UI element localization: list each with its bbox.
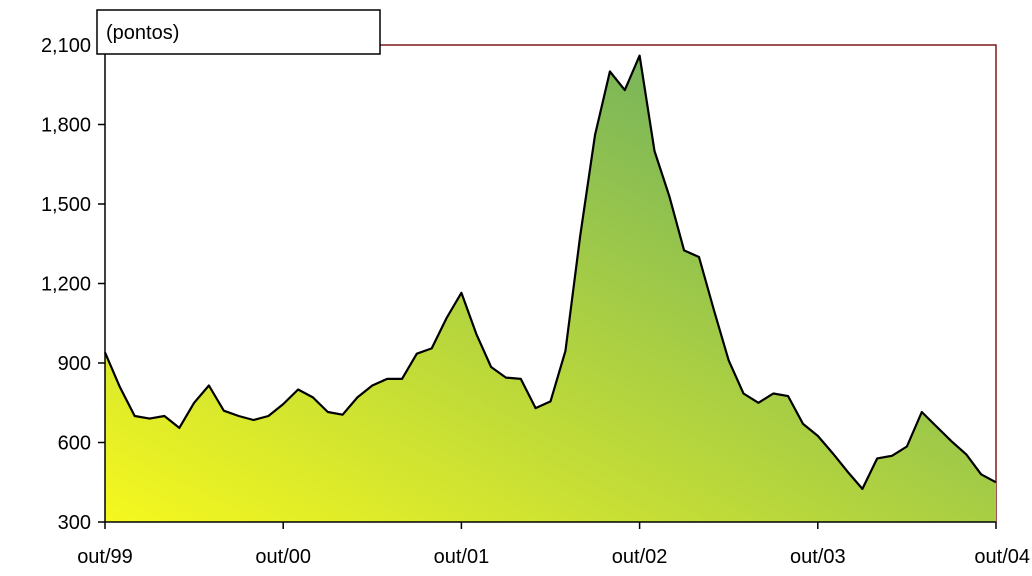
x-tick-label: out/04 xyxy=(974,546,1030,568)
y-tick-label: 2,100 xyxy=(41,35,91,57)
y-tick-label: 300 xyxy=(58,512,91,534)
plot-border xyxy=(105,44,997,522)
y-tick-label: 1,500 xyxy=(41,194,91,216)
unit-label: (pontos) xyxy=(106,22,179,44)
x-tick-label: out/01 xyxy=(434,546,490,568)
x-tick-label: out/00 xyxy=(255,546,311,568)
x-axis: out/99 out/00 out/01 out/02 out/03 out/04 xyxy=(77,521,1030,568)
plot-frame xyxy=(105,44,997,522)
unit-label-box: (pontos) xyxy=(96,9,381,55)
series-line xyxy=(103,54,997,490)
y-tick-label: 1,200 xyxy=(41,274,91,296)
x-tick-label: out/03 xyxy=(790,546,846,568)
area-fill xyxy=(105,55,996,522)
y-axis: 300 600 900 1,200 1,500 1,800 2,100 xyxy=(41,35,106,534)
y-tick-label: 600 xyxy=(58,433,91,455)
y-tick-label: 1,800 xyxy=(41,115,91,137)
x-tick-label: out/99 xyxy=(77,546,133,568)
x-tick-label: out/02 xyxy=(612,546,668,568)
y-tick-label: 900 xyxy=(58,353,91,375)
